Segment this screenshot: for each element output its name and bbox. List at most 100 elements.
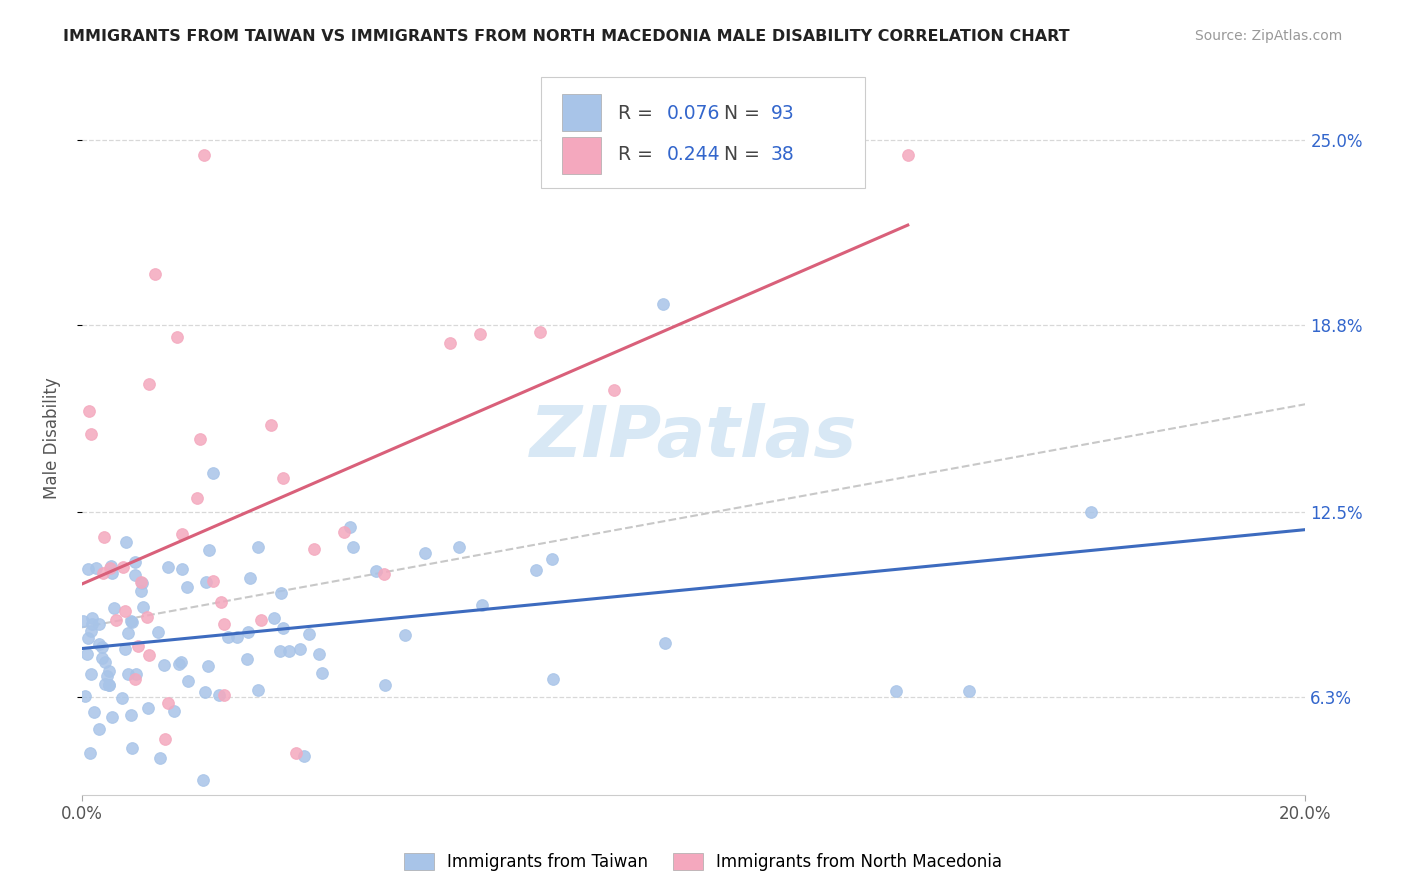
Point xyxy=(87,637,110,651)
Point xyxy=(263,610,285,624)
Point xyxy=(143,268,166,282)
Point xyxy=(603,383,626,397)
Point xyxy=(103,600,125,615)
Point xyxy=(156,560,179,574)
Point xyxy=(101,566,124,581)
Point xyxy=(288,641,311,656)
Point xyxy=(285,747,308,761)
Point xyxy=(957,684,980,698)
Point xyxy=(342,541,364,555)
Point xyxy=(82,610,104,624)
Point xyxy=(153,731,176,746)
Text: R =: R = xyxy=(617,103,652,122)
Point xyxy=(897,148,920,162)
Text: IMMIGRANTS FROM TAIWAN VS IMMIGRANTS FROM NORTH MACEDONIA MALE DISABILITY CORREL: IMMIGRANTS FROM TAIWAN VS IMMIGRANTS FRO… xyxy=(63,29,1070,44)
Text: Source: ZipAtlas.com: Source: ZipAtlas.com xyxy=(1195,29,1343,43)
Point xyxy=(149,751,172,765)
Point xyxy=(250,613,273,627)
Point xyxy=(186,491,208,505)
Point xyxy=(124,672,146,686)
Point xyxy=(138,377,160,392)
Point xyxy=(413,546,436,560)
Point xyxy=(98,561,121,575)
Point xyxy=(193,684,215,698)
Point xyxy=(156,696,179,710)
Point xyxy=(80,624,103,638)
Point xyxy=(529,325,551,339)
Point xyxy=(217,630,239,644)
Point xyxy=(72,614,94,628)
Point xyxy=(541,552,564,566)
Text: 93: 93 xyxy=(770,103,794,122)
Point xyxy=(153,657,176,672)
Point xyxy=(176,580,198,594)
Point xyxy=(132,600,155,615)
Point xyxy=(77,631,100,645)
Point xyxy=(125,666,148,681)
Point xyxy=(246,540,269,554)
Point xyxy=(80,427,103,442)
Point xyxy=(170,527,193,541)
Point xyxy=(449,541,471,555)
Point xyxy=(269,644,291,658)
Point xyxy=(1080,505,1102,519)
Point xyxy=(121,740,143,755)
Text: 0.244: 0.244 xyxy=(666,145,720,164)
Point xyxy=(96,669,118,683)
Point xyxy=(98,678,121,692)
Text: R =: R = xyxy=(617,145,652,164)
Point xyxy=(129,574,152,589)
Point xyxy=(177,674,200,689)
Point xyxy=(94,655,117,669)
Point xyxy=(124,567,146,582)
Point xyxy=(374,678,396,692)
Point xyxy=(111,691,134,706)
Point xyxy=(82,616,104,631)
Point xyxy=(194,574,217,589)
Point xyxy=(87,617,110,632)
Point xyxy=(104,613,127,627)
Point xyxy=(146,624,169,639)
Point xyxy=(471,598,494,612)
Point xyxy=(277,643,299,657)
Point xyxy=(131,576,153,591)
Text: ZIPatlas: ZIPatlas xyxy=(530,403,858,473)
Point xyxy=(202,466,225,480)
Point xyxy=(166,330,188,344)
Point xyxy=(246,682,269,697)
Y-axis label: Male Disability: Male Disability xyxy=(44,377,60,499)
Point xyxy=(524,564,547,578)
Point xyxy=(311,665,333,680)
Point xyxy=(120,614,142,628)
Point xyxy=(468,326,491,341)
Point xyxy=(198,543,221,558)
Point xyxy=(91,640,114,654)
Point xyxy=(193,148,215,162)
Point xyxy=(270,586,292,600)
Point xyxy=(298,626,321,640)
Point xyxy=(98,678,121,692)
Point xyxy=(91,566,114,581)
Point xyxy=(271,621,294,635)
FancyBboxPatch shape xyxy=(541,78,865,188)
Point xyxy=(652,297,675,311)
Point xyxy=(127,639,149,653)
Point xyxy=(77,562,100,576)
Point xyxy=(89,722,111,736)
Point xyxy=(226,630,249,644)
Point xyxy=(260,418,283,433)
Point xyxy=(439,335,461,350)
Text: N =: N = xyxy=(724,145,761,164)
Point xyxy=(236,652,259,666)
Point xyxy=(114,642,136,657)
Point xyxy=(292,749,315,764)
Point xyxy=(97,664,120,678)
Point xyxy=(188,433,211,447)
Point xyxy=(83,705,105,719)
Point xyxy=(114,604,136,618)
Point xyxy=(79,746,101,760)
Point xyxy=(136,701,159,715)
Point xyxy=(93,530,115,544)
Point xyxy=(100,709,122,723)
Point xyxy=(117,667,139,681)
